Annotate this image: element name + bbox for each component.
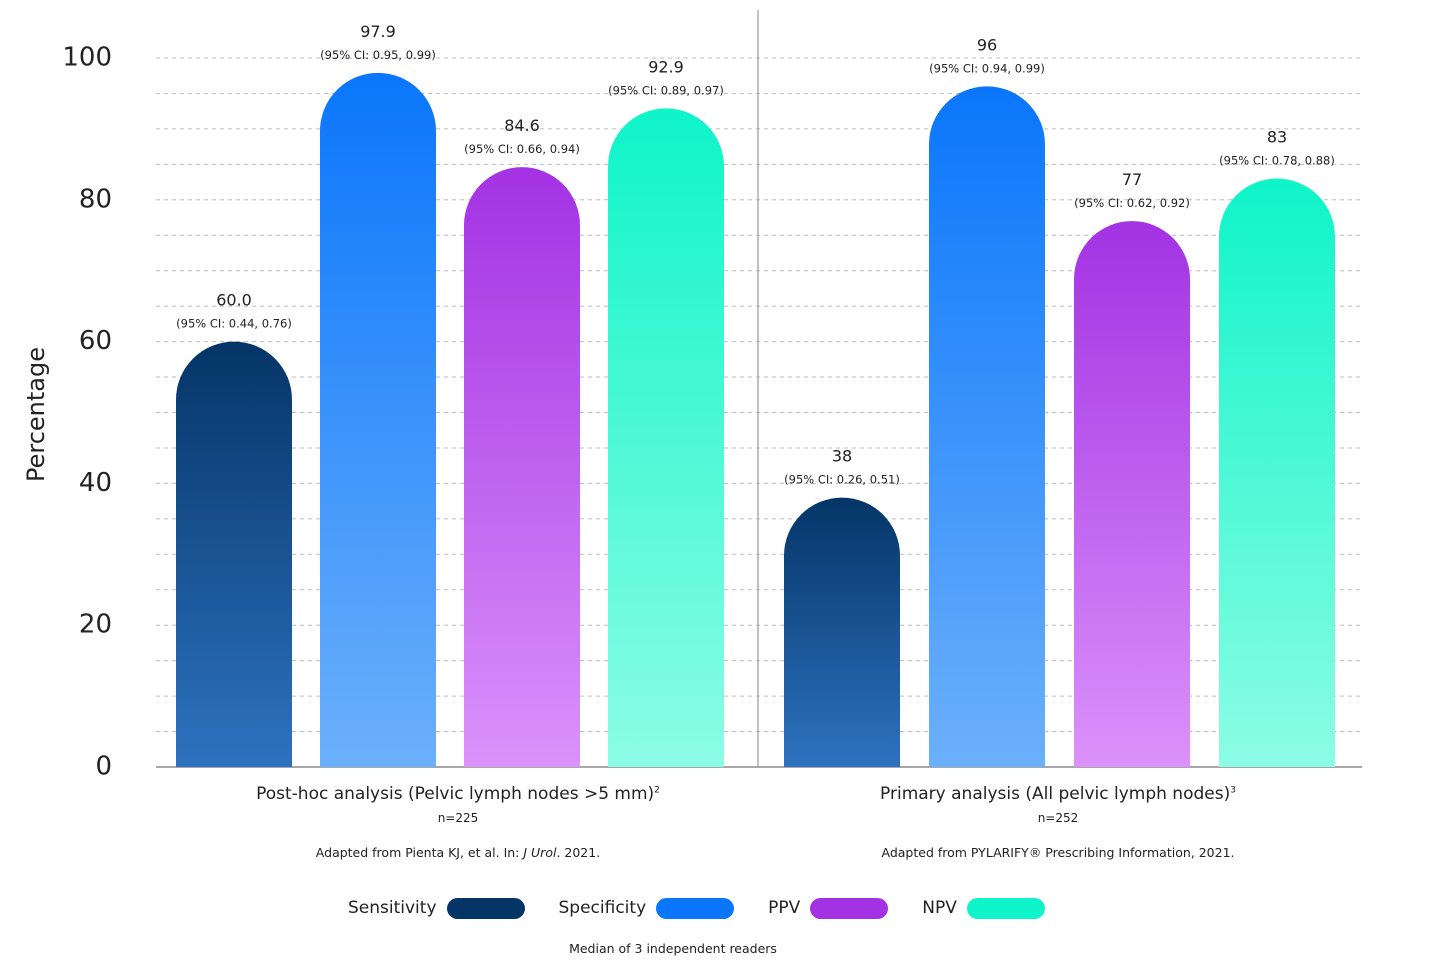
y-tick-label: 40 <box>79 468 112 498</box>
data-label-value: 83 <box>1267 128 1287 147</box>
category-label-posthoc: Post-hoc analysis (Pelvic lymph nodes >5… <box>256 784 660 804</box>
legend-label: Specificity <box>558 898 647 918</box>
legend-swatch-npv <box>966 897 1045 919</box>
legend: Sensitivity Specificity PPV NPV <box>348 894 1079 922</box>
data-label-ci: (95% CI: 0.62, 0.92) <box>1074 196 1190 210</box>
y-tick-label: 0 <box>95 752 112 782</box>
data-label-value: 77 <box>1122 170 1142 189</box>
legend-item-specificity: Specificity <box>558 897 735 919</box>
y-tick-label: 80 <box>79 184 112 214</box>
data-label-ci: (95% CI: 0.94, 0.99) <box>929 61 1045 75</box>
y-tick-label: 100 <box>62 43 112 73</box>
bar-ppv-1 <box>1074 221 1190 768</box>
y-tick-label: 20 <box>79 610 112 640</box>
legend-item-npv: NPV <box>922 897 1045 919</box>
category-label-primary: Primary analysis (All pelvic lymph nodes… <box>880 784 1236 804</box>
y-axis-title: Percentage <box>22 347 50 482</box>
data-label-value: 96 <box>977 35 997 54</box>
bar-sensitivity-1 <box>784 497 900 767</box>
data-label-ci: (95% CI: 0.78, 0.88) <box>1219 154 1335 168</box>
legend-item-ppv: PPV <box>768 897 889 919</box>
legend-swatch-ppv <box>810 897 889 919</box>
legend-label: NPV <box>922 898 957 918</box>
category-n-posthoc: n=225 <box>437 811 479 825</box>
data-label-ci: (95% CI: 0.66, 0.94) <box>464 142 580 156</box>
data-label-ci: (95% CI: 0.95, 0.99) <box>320 48 436 62</box>
bar-ppv-0 <box>464 167 580 767</box>
data-label-ci: (95% CI: 0.89, 0.97) <box>608 83 724 97</box>
data-labels: 60.0 (95% CI: 0.44, 0.76) 38 (95% CI: 0.26,… <box>176 22 1335 487</box>
legend-swatch-sensitivity <box>446 897 525 919</box>
bar-chart: 0 20 40 60 80 100 Percentage 60.0 (95% CI: 0.44… <box>22 10 1362 782</box>
y-tick-label: 60 <box>79 326 112 356</box>
data-label-ci: (95% CI: 0.26, 0.51) <box>784 473 900 487</box>
category-n-primary: n=252 <box>1037 811 1079 825</box>
data-label-value: 60.0 <box>216 291 252 310</box>
data-label-ci: (95% CI: 0.44, 0.76) <box>176 317 292 331</box>
data-label-value: 97.9 <box>360 22 396 41</box>
bar-specificity-0 <box>320 72 436 768</box>
bar-npv-1 <box>1219 178 1335 767</box>
bar-sensitivity-0 <box>176 341 292 767</box>
category-source-primary: Adapted from PYLARIFY® Prescribing Infor… <box>881 845 1235 860</box>
category-source-posthoc: Adapted from Pienta KJ, et al. In: J Uro… <box>315 845 601 860</box>
legend-swatch-specificity <box>656 897 735 919</box>
footnote: Median of 3 independent readers <box>569 941 777 956</box>
bar-specificity-1 <box>928 86 1045 768</box>
bar-npv-0 <box>608 108 724 768</box>
data-label-value: 38 <box>832 447 852 466</box>
legend-item-sensitivity: Sensitivity <box>348 897 525 919</box>
legend-label: Sensitivity <box>348 898 437 918</box>
data-label-value: 84.6 <box>504 116 540 135</box>
bars <box>176 72 1335 768</box>
data-label-value: 92.9 <box>648 57 684 76</box>
legend-label: PPV <box>768 898 801 918</box>
